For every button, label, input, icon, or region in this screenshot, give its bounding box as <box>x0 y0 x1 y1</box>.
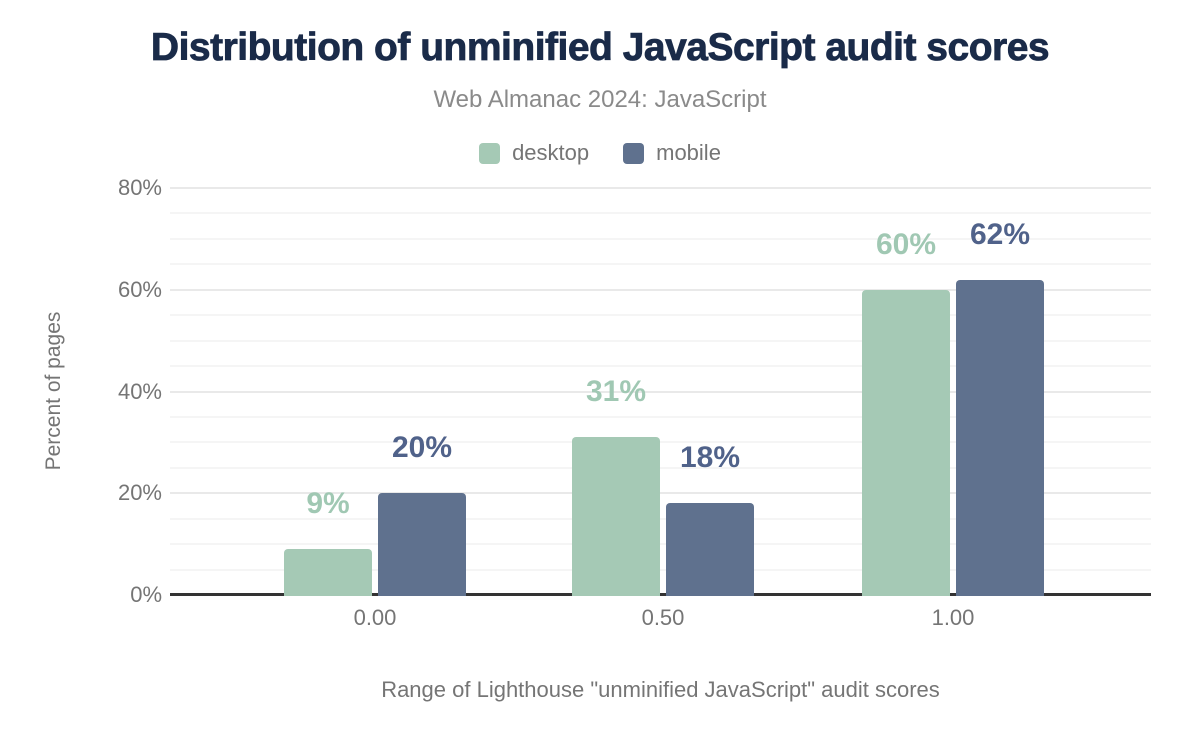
x-axis-line <box>170 593 1151 596</box>
bar-desktop-0.00 <box>284 549 372 596</box>
x-axis-title: Range of Lighthouse "unminified JavaScri… <box>381 677 940 702</box>
legend-item-desktop: desktop <box>479 140 589 166</box>
bar-label-desktop-1.00: 60% <box>875 227 937 261</box>
major-gridline-40 <box>170 390 1151 393</box>
minor-gridline-10 <box>170 543 1151 546</box>
bar-label-mobile-0.00: 20% <box>391 431 453 465</box>
y-tick-80%: 80% <box>117 175 162 200</box>
bar-label-mobile-1.00: 62% <box>969 217 1031 251</box>
minor-gridline-55 <box>170 314 1151 317</box>
bar-label-desktop-0.50: 31% <box>585 375 647 409</box>
minor-gridline-50 <box>170 339 1151 342</box>
major-gridline-20 <box>170 492 1151 495</box>
bar-label-desktop-0.00: 9% <box>306 487 350 521</box>
x-tick-1.00: 1.00 <box>931 605 975 630</box>
bar-label-mobile-0.50: 18% <box>679 441 741 475</box>
legend-swatch-desktop-icon <box>479 142 501 164</box>
minor-gridline-15 <box>170 517 1151 520</box>
legend-swatch-mobile-icon <box>623 142 645 164</box>
chart-title: Distribution of unminified JavaScript au… <box>150 26 1050 70</box>
minor-gridline-45 <box>170 365 1151 368</box>
bar-mobile-0.00 <box>378 493 466 596</box>
legend: desktop mobile <box>0 140 1200 166</box>
y-tick-60%: 60% <box>117 276 162 302</box>
minor-gridline-70 <box>170 237 1151 240</box>
bar-mobile-0.50 <box>666 503 754 596</box>
y-axis-title: Percent of pages <box>42 311 65 471</box>
minor-gridline-65 <box>170 263 1151 266</box>
major-gridline-60 <box>170 288 1151 291</box>
y-tick-40%: 40% <box>117 378 162 404</box>
chart-subtitle: Web Almanac 2024: JavaScript <box>433 86 767 113</box>
minor-gridline-5 <box>170 568 1151 571</box>
minor-gridline-35 <box>170 415 1151 418</box>
legend-label-mobile: mobile <box>656 140 721 165</box>
minor-gridline-30 <box>170 441 1151 444</box>
bar-mobile-1.00 <box>956 279 1044 596</box>
bar-desktop-0.50 <box>572 437 660 596</box>
y-tick-20%: 20% <box>117 480 162 506</box>
minor-gridline-25 <box>170 466 1151 469</box>
legend-label-desktop: desktop <box>512 140 590 165</box>
minor-gridline-75 <box>170 212 1151 215</box>
legend-item-mobile: mobile <box>623 140 721 166</box>
x-tick-0.50: 0.50 <box>641 605 685 630</box>
y-tick-0%: 0% <box>130 582 162 607</box>
bar-desktop-1.00 <box>862 289 950 596</box>
major-gridline-80 <box>170 187 1151 189</box>
x-tick-0.00: 0.00 <box>353 605 397 630</box>
